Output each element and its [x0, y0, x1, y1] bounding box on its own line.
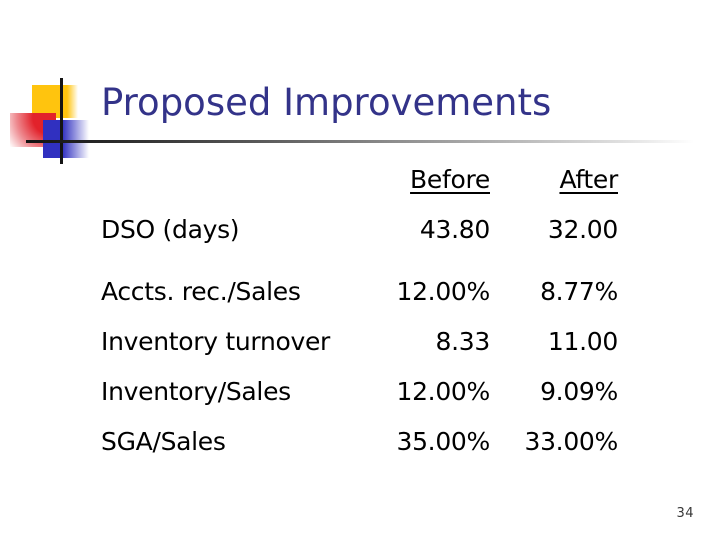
row-before-value: 8.33 [435, 327, 491, 356]
row-label: Inventory/Sales [101, 377, 291, 406]
row-before-value: 12.00% [396, 377, 490, 406]
title-divider-line [26, 140, 694, 143]
column-header-before: Before [410, 165, 490, 194]
row-before-value: 35.00% [396, 427, 490, 456]
row-before-value: 12.00% [396, 277, 490, 306]
slide-page-number: 34 [676, 506, 694, 521]
row-label: Inventory turnover [101, 327, 331, 356]
row-before-value: 43.80 [419, 215, 490, 244]
row-after-value: 32.00 [547, 215, 618, 244]
logo-vertical-line [60, 78, 63, 164]
table-row: Accts. rec./Sales 12.00% 8.77% [0, 278, 720, 310]
table-header-row: Before After [0, 166, 720, 198]
row-after-value: 33.00% [524, 427, 618, 456]
row-after-value: 9.09% [540, 377, 618, 406]
row-label: Accts. rec./Sales [101, 277, 301, 306]
table-row: Inventory turnover 8.33 11.00 [0, 328, 720, 360]
row-after-value: 8.77% [540, 277, 618, 306]
row-after-value: 11.00 [547, 327, 618, 356]
row-label: DSO (days) [101, 215, 240, 244]
table-row: DSO (days) 43.80 32.00 [0, 216, 720, 248]
slide-title: Proposed Improvements [101, 81, 552, 124]
row-label: SGA/Sales [101, 427, 226, 456]
table-row: Inventory/Sales 12.00% 9.09% [0, 378, 720, 410]
column-header-after: After [559, 165, 618, 194]
logo-yellow-square [32, 85, 78, 118]
logo-blue-square [43, 120, 89, 158]
table-row: SGA/Sales 35.00% 33.00% [0, 428, 720, 460]
